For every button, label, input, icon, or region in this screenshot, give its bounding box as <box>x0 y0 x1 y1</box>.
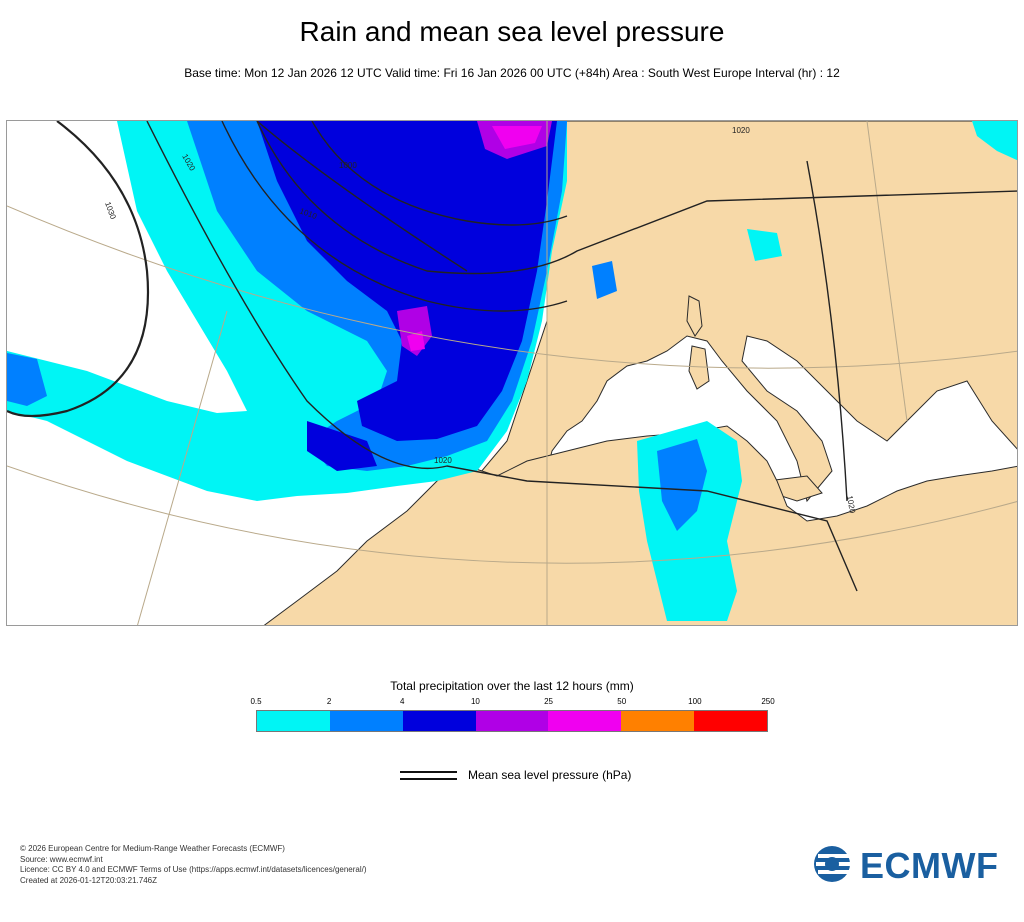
legend-tick: 2 <box>326 697 332 706</box>
footer-line: Licence: CC BY 4.0 and ECMWF Terms of Us… <box>20 865 367 874</box>
legend-tick: 0.5 <box>250 697 262 706</box>
graticule <box>7 121 1017 625</box>
ecmwf-logo-icon <box>814 846 856 882</box>
footer-line: Source: www.ecmwf.int <box>20 854 103 864</box>
footer-line: Created at 2026-01-12T20:03:21.746Z <box>20 875 157 885</box>
ecmwf-logo-text: ECMWF <box>860 845 999 886</box>
legend-tick: 4 <box>400 697 405 706</box>
precip-legend-title: Total precipitation over the last 12 hou… <box>390 679 634 693</box>
legend-tick: 100 <box>688 697 702 706</box>
legend-color-cell <box>402 711 476 731</box>
legend-color-cell <box>694 711 768 731</box>
precip-legend-ticks: 0.5 2 4 10 25 50 100 250 <box>250 697 774 709</box>
msl-legend-label: Mean sea level pressure (hPa) <box>468 768 632 782</box>
isobar-label: 1000 <box>339 161 357 170</box>
legend-color-cell <box>257 711 330 731</box>
precip-color-bar <box>256 710 768 732</box>
footer-line: © 2026 European Centre for Medium-Range … <box>20 844 285 853</box>
legend-color-cell <box>475 711 549 731</box>
legend-color-cell <box>621 711 695 731</box>
copyright-footer: © 2026 European Centre for Medium-Range … <box>20 844 367 886</box>
isobar-label: 1020 <box>845 495 857 515</box>
isobars <box>7 121 1017 592</box>
legend-color-cell <box>329 711 403 731</box>
msl-line-swatch <box>400 771 457 773</box>
isobar-label: 1030 <box>103 201 118 221</box>
forecast-map[interactable]: 1030 1020 1000 1010 1020 1020 1020 <box>6 120 1018 626</box>
chart-title: Rain and mean sea level pressure <box>299 16 725 47</box>
legend-tick: 25 <box>544 697 554 706</box>
legend-tick: 10 <box>470 697 480 706</box>
msl-line-swatch <box>400 778 457 780</box>
legend-tick: 50 <box>617 697 627 706</box>
precipitation-layer <box>7 121 1017 621</box>
legend-tick: 250 <box>761 697 775 706</box>
ecmwf-logo: ECMWF <box>812 844 1007 886</box>
isobar-label: 1020 <box>732 126 750 135</box>
chart-subtitle: Base time: Mon 12 Jan 2026 12 UTC Valid … <box>184 66 840 80</box>
legend-color-cell <box>548 711 622 731</box>
isobar-label: 1020 <box>434 456 452 465</box>
map-svg: 1030 1020 1000 1010 1020 1020 1020 <box>7 121 1017 625</box>
